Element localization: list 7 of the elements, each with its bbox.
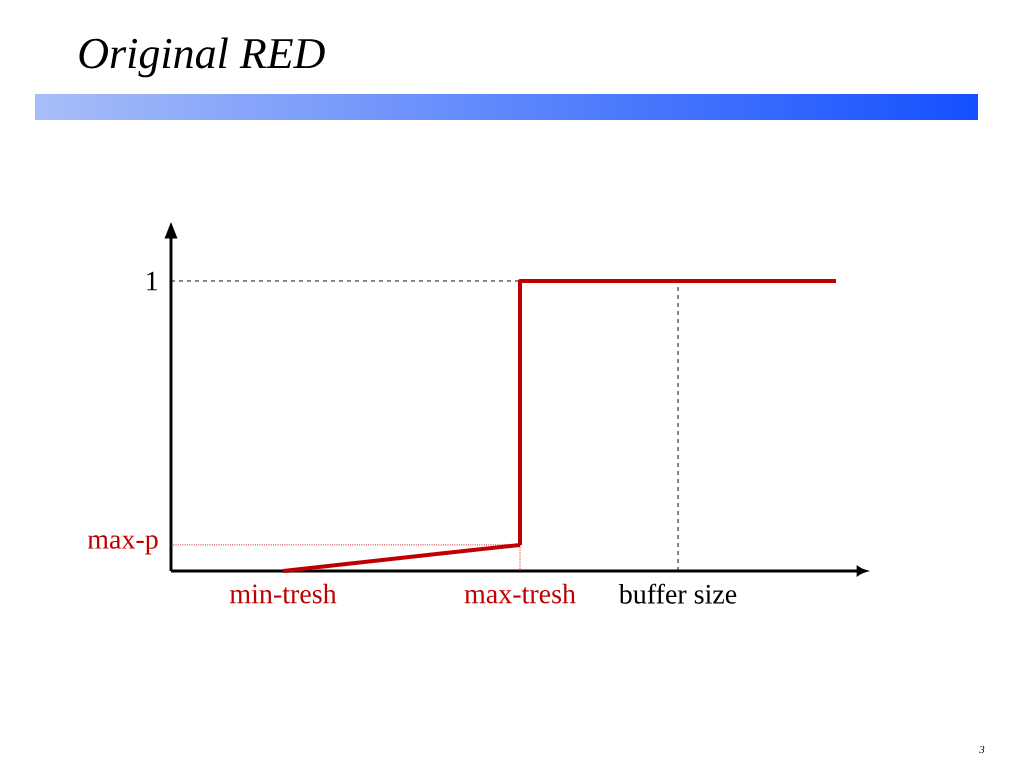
ref-line-label: max-p	[87, 535, 158, 555]
chart-title: Original RED	[79, 37, 325, 78]
x-tick-label: min-tresh	[229, 583, 337, 604]
ref-line-label: 1	[147, 271, 158, 291]
x-tick-label: buffer size	[618, 583, 737, 604]
text: 3	[979, 745, 985, 754]
x-tick-label: max-tresh	[464, 583, 576, 604]
